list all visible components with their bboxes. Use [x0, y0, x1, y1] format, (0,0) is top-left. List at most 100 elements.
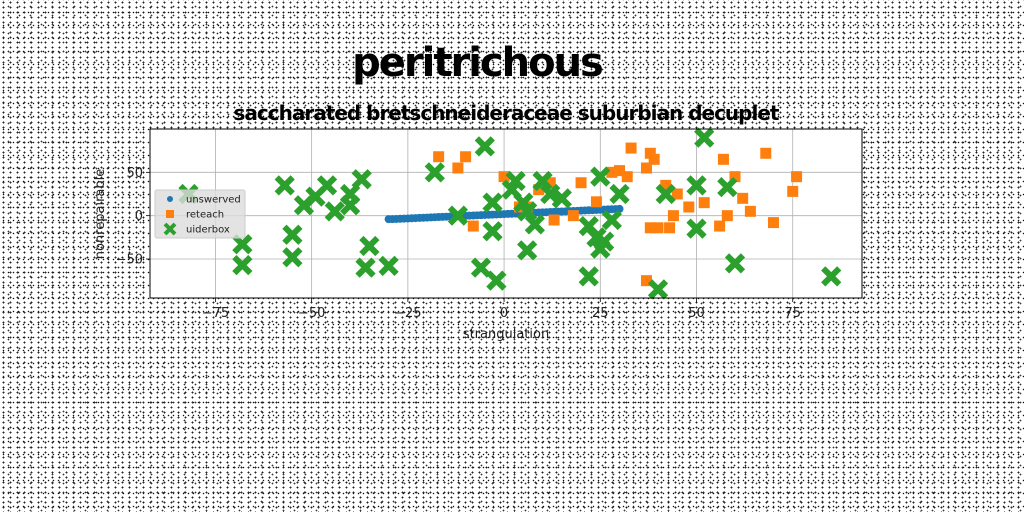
point-reteach: [737, 192, 749, 204]
point-reteach: [667, 210, 679, 222]
y-tick-label: 50: [126, 166, 143, 181]
point-uiderbox: [486, 270, 507, 291]
point-uiderbox: [482, 192, 503, 213]
x-tick-label: 75: [784, 306, 801, 321]
point-uiderbox: [355, 257, 376, 278]
point-uiderbox: [821, 266, 842, 287]
point-uiderbox: [232, 254, 253, 276]
point-reteach: [621, 171, 633, 183]
point-reteach: [652, 222, 664, 234]
point-reteach: [625, 142, 637, 154]
point-uiderbox: [655, 183, 676, 205]
point-uiderbox: [359, 235, 380, 257]
point-uiderbox: [517, 201, 538, 222]
point-uiderbox: [474, 136, 495, 157]
point-reteach: [467, 220, 479, 232]
point-reteach: [721, 210, 733, 222]
point-reteach: [767, 217, 779, 229]
x-tick-label: −50: [298, 306, 325, 321]
y-axis-label: nonrepairable: [93, 169, 108, 260]
point-reteach: [460, 151, 472, 163]
point-uiderbox: [274, 175, 295, 196]
point-uiderbox: [601, 209, 622, 231]
point-reteach: [683, 201, 695, 213]
legend-label-reteach: reteach: [186, 210, 224, 221]
point-uiderbox: [505, 170, 526, 192]
point-uiderbox: [424, 162, 445, 183]
point-reteach: [498, 171, 510, 183]
point-reteach: [575, 177, 587, 189]
point-reteach: [744, 205, 756, 217]
point-reteach: [664, 222, 676, 234]
marks-layer: [178, 127, 842, 300]
point-uiderbox: [578, 266, 599, 287]
point-reteach: [644, 147, 656, 159]
point-uiderbox: [517, 240, 538, 261]
point-reteach: [544, 177, 556, 189]
point-reteach: [548, 214, 560, 226]
legend: unswerved reteach uiderbox: [154, 189, 246, 239]
legend-box: [154, 189, 246, 239]
chart-suptitle: peritrichous: [352, 40, 602, 86]
legend-label-unswerved: unswerved: [186, 195, 241, 206]
point-uiderbox: [551, 188, 572, 209]
point-reteach: [590, 196, 602, 208]
point-uiderbox: [316, 175, 338, 196]
ticks-layer: −75 −50 −25 0 25 50 75 −50 0 50: [116, 166, 801, 321]
legend-marker-uiderbox: [163, 222, 177, 236]
x-tick-label: 50: [688, 306, 705, 321]
y-tick-label: −50: [116, 253, 143, 268]
point-reteach: [567, 210, 579, 222]
point-reteach: [614, 165, 626, 177]
chart-title: saccharated bretschneideraceae suburbian…: [234, 101, 780, 125]
point-reteach: [671, 188, 683, 200]
point-uiderbox: [232, 234, 253, 255]
point-uiderbox: [282, 247, 303, 268]
point-uiderbox: [594, 231, 615, 252]
legend-label-uiderbox: uiderbox: [186, 225, 230, 236]
x-axis-label: strangulation: [463, 327, 549, 342]
point-uiderbox: [470, 257, 492, 278]
point-uiderbox: [524, 214, 545, 235]
point-reteach: [648, 153, 660, 165]
point-uiderbox: [609, 183, 630, 205]
plot-frame: [149, 128, 863, 299]
point-reteach: [640, 162, 652, 174]
point-uiderbox: [694, 127, 715, 148]
legend-marker-reteach: [166, 210, 174, 218]
point-reteach: [787, 185, 799, 197]
point-uiderbox: [482, 221, 503, 242]
point-uiderbox: [532, 170, 553, 192]
point-reteach: [760, 147, 772, 159]
x-tick-label: 25: [592, 306, 609, 321]
point-uiderbox: [686, 218, 707, 239]
point-uiderbox: [647, 279, 669, 300]
point-uiderbox: [447, 205, 469, 226]
point-reteach: [433, 151, 445, 163]
point-uiderbox: [717, 176, 738, 198]
point-uiderbox: [340, 195, 361, 216]
point-reteach: [791, 171, 803, 183]
point-reteach: [452, 162, 464, 174]
point-reteach: [717, 153, 729, 165]
point-uiderbox: [590, 166, 611, 187]
legend-marker-unswerved: [167, 196, 173, 202]
point-uiderbox: [324, 201, 345, 222]
x-tick-label: −25: [394, 306, 421, 321]
x-tick-label: −75: [202, 306, 229, 321]
point-uiderbox: [686, 175, 707, 196]
point-reteach: [606, 166, 618, 178]
point-reteach: [729, 171, 741, 183]
x-tick-label: 0: [500, 306, 508, 321]
point-reteach: [644, 222, 656, 234]
point-reteach: [640, 275, 652, 287]
point-uiderbox: [724, 253, 746, 274]
point-uiderbox: [282, 224, 303, 245]
point-uiderbox: [351, 169, 372, 190]
point-reteach: [714, 220, 726, 232]
y-tick-label: 0: [135, 209, 143, 224]
point-reteach: [660, 179, 672, 191]
point-reteach: [698, 197, 710, 209]
point-uiderbox: [378, 255, 399, 277]
